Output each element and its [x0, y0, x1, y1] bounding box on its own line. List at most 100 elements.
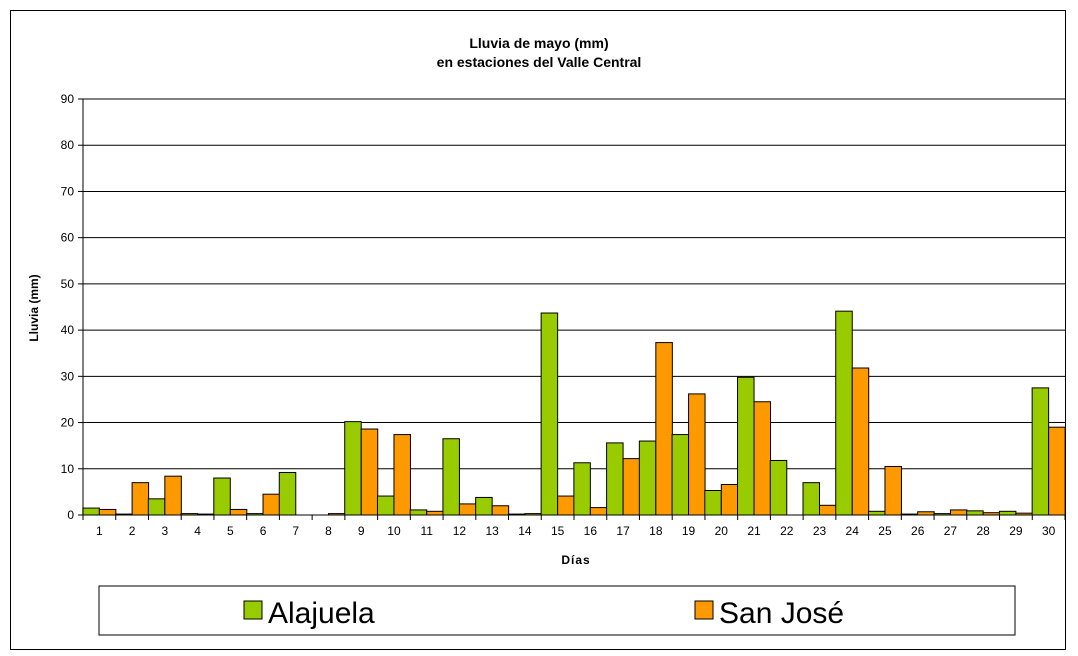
bar-alajuela	[835, 310, 853, 516]
bar-san-jose	[426, 510, 444, 516]
x-tick-label: 22	[780, 524, 794, 538]
bar-san-jose	[622, 458, 641, 516]
y-tick-label: 70	[61, 184, 75, 198]
bar-alajuela	[573, 462, 591, 516]
x-tick-label: 28	[976, 524, 990, 538]
x-tick-label: 1	[96, 524, 103, 538]
x-tick-label: 26	[911, 524, 925, 538]
bar-alajuela	[442, 438, 460, 516]
bar-san-jose	[851, 367, 870, 516]
legend-swatch-san-jose	[694, 600, 714, 620]
bar-alajuela	[802, 482, 820, 516]
bar-alajuela	[278, 471, 297, 516]
bar-san-jose	[557, 495, 575, 516]
x-tick-label: 6	[260, 524, 267, 538]
x-tick-label: 3	[161, 524, 168, 538]
bar-san-jose	[491, 505, 510, 516]
bar-alajuela	[82, 507, 100, 516]
y-tick-label: 20	[61, 416, 75, 430]
y-tick-label: 40	[61, 323, 75, 337]
x-tick-label: 5	[227, 524, 234, 538]
bar-san-jose	[1048, 426, 1066, 516]
x-tick-label: 24	[846, 524, 860, 538]
x-tick-label: 29	[1009, 524, 1023, 538]
x-tick-label: 9	[358, 524, 365, 538]
bar-alajuela	[409, 509, 428, 516]
bar-alajuela	[737, 376, 755, 516]
legend: Alajuela San José	[98, 585, 1016, 636]
rainfall-chart: Lluvia de mayo (mm) en estaciones del Va…	[27, 35, 1066, 636]
bar-alajuela	[147, 498, 166, 516]
bar-alajuela	[475, 496, 493, 516]
x-tick-label: 21	[747, 524, 761, 538]
bar-alajuela	[213, 477, 231, 516]
y-tick-label: 10	[61, 462, 75, 476]
x-tick-label: 27	[944, 524, 958, 538]
bar-alajuela	[344, 421, 362, 516]
legend-box	[98, 585, 1016, 636]
bar-alajuela	[704, 490, 722, 516]
bar-san-jose	[688, 393, 706, 516]
y-tick-label: 60	[61, 231, 75, 245]
bar-alajuela	[867, 510, 886, 516]
bar-alajuela	[638, 440, 657, 516]
chart-subtitle: en estaciones del Valle Central	[437, 54, 642, 70]
bar-alajuela	[1031, 387, 1050, 516]
bar-san-jose	[589, 507, 608, 516]
y-tick-label: 80	[61, 138, 75, 152]
x-tick-label: 19	[682, 524, 696, 538]
bar-san-jose	[720, 483, 739, 516]
bar-alajuela	[606, 442, 624, 516]
x-tick-label: 30	[1042, 524, 1056, 538]
bar-san-jose	[229, 508, 248, 516]
y-tick-label: 50	[61, 277, 75, 291]
x-tick-label: 18	[649, 524, 663, 538]
legend-label-san-jose: San José	[719, 597, 844, 630]
bar-san-jose	[655, 342, 673, 516]
x-tick-label: 11	[420, 524, 433, 538]
bar-san-jose	[262, 493, 281, 516]
bar-alajuela	[998, 510, 1017, 516]
bars	[82, 310, 1066, 516]
y-tick-label: 30	[61, 369, 75, 383]
x-tick-label: 25	[878, 524, 892, 538]
x-tick-label: 12	[453, 524, 467, 538]
x-tick-label: 8	[325, 524, 332, 538]
bar-san-jose	[753, 401, 772, 516]
x-tick-label: 23	[813, 524, 827, 538]
y-axis-label: Lluvia (mm)	[27, 274, 41, 341]
x-tick-label: 14	[518, 524, 532, 538]
chart-title: Lluvia de mayo (mm)	[469, 35, 608, 51]
x-tick-label: 10	[387, 524, 401, 538]
bar-san-jose	[819, 504, 837, 516]
bar-alajuela	[769, 459, 788, 516]
x-tick-label: 20	[715, 524, 729, 538]
bar-san-jose	[884, 465, 902, 516]
x-tick-label: 17	[616, 524, 630, 538]
bar-san-jose	[949, 509, 968, 516]
y-tick-label: 0	[67, 508, 74, 522]
x-axis-label: Días	[561, 553, 590, 567]
x-tick-label: 4	[194, 524, 201, 538]
gridlines	[83, 98, 1065, 470]
legend-label-alajuela: Alajuela	[268, 597, 375, 630]
bar-alajuela	[671, 434, 690, 516]
bar-san-jose	[458, 503, 477, 516]
x-tick-label: 16	[584, 524, 598, 538]
bar-san-jose	[164, 475, 182, 516]
bar-san-jose	[131, 482, 150, 516]
bar-san-jose	[393, 434, 411, 516]
bar-alajuela	[540, 312, 559, 516]
y-tick-label: 90	[61, 92, 75, 106]
bar-alajuela	[966, 510, 984, 516]
x-tick-label: 13	[485, 524, 499, 538]
bar-san-jose	[360, 428, 379, 516]
x-tick-label: 15	[551, 524, 565, 538]
x-tick-label: 2	[129, 524, 136, 538]
x-tick-label: 7	[292, 524, 299, 538]
legend-swatch-alajuela	[243, 600, 263, 620]
bar-san-jose	[98, 508, 117, 516]
bar-alajuela	[376, 495, 395, 516]
chart-frame: Lluvia de mayo (mm) en estaciones del Va…	[10, 10, 1066, 650]
